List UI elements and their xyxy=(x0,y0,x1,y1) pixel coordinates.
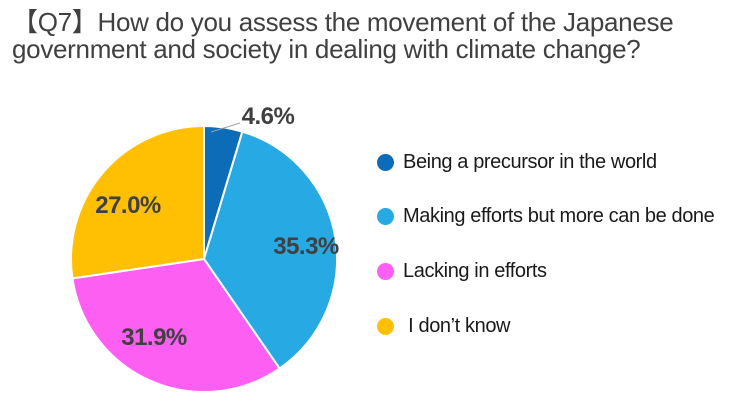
slice-label-precursor: 4.6% xyxy=(241,103,295,130)
label-leader-line xyxy=(210,122,241,133)
legend-item-making-efforts: Making efforts but more can be done xyxy=(377,204,715,228)
page-title: 【Q7】How do you assess the movement of th… xyxy=(12,7,674,65)
legend-label-precursor: Being a precursor in the world xyxy=(403,150,657,173)
legend-dot-making-efforts xyxy=(377,207,394,225)
legend-label-dont-know: I don’t know xyxy=(403,314,511,337)
legend-item-precursor: Being a precursor in the world xyxy=(377,150,657,174)
legend-item-lacking-efforts: Lacking in efforts xyxy=(377,259,547,283)
pie-slice-3 xyxy=(70,125,205,280)
pie-slice-1 xyxy=(203,130,338,370)
slice-label-making-efforts: 35.3% xyxy=(273,233,339,260)
legend-dot-lacking-efforts xyxy=(377,262,394,280)
pie-slice-2 xyxy=(71,258,281,393)
slice-label-dont-know: 27.0% xyxy=(95,192,161,219)
legend-label-lacking-efforts: Lacking in efforts xyxy=(403,259,547,282)
pie-slices-group xyxy=(70,125,338,393)
slice-label-lacking-efforts: 31.9% xyxy=(121,324,187,351)
legend-item-dont-know: I don’t know xyxy=(377,314,510,338)
legend-label-making-efforts: Making efforts but more can be done xyxy=(403,204,715,227)
legend-dot-precursor xyxy=(377,153,394,171)
legend-dot-dont-know xyxy=(377,317,394,335)
